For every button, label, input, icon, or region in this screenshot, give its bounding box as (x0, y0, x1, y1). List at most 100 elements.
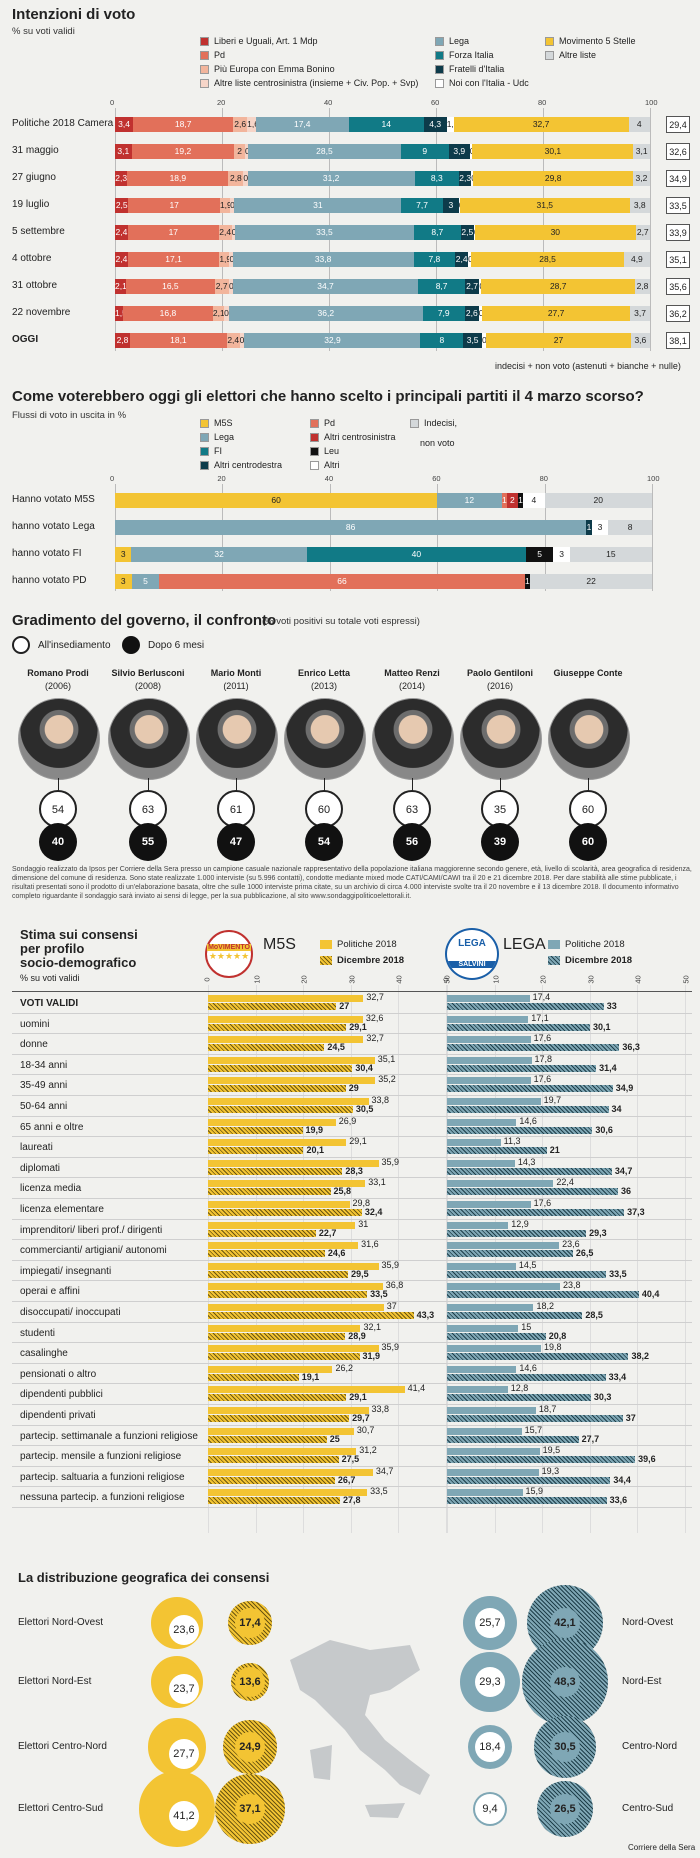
pm-name: Matteo Renzi (384, 668, 440, 678)
pm-connector (500, 778, 501, 798)
lega-2018-bar (447, 1159, 515, 1167)
m5s-2018-bar (208, 1386, 405, 1394)
m5s-dec-bar (208, 1003, 337, 1010)
m5s-2018-value: 34,7 (375, 1465, 394, 1476)
s1-legend-label: Altre liste (559, 50, 597, 60)
m5s-dec-bar (208, 1209, 362, 1216)
s1-legend-swatch (435, 78, 444, 88)
s2-gridline (544, 484, 546, 591)
s1-bar-segment: 2,4 (115, 252, 128, 267)
m5s-logo-text: MoVIMENTO (207, 944, 251, 951)
s1-legend-label: Altre liste centrosinistra (insieme + Ci… (214, 78, 419, 88)
s4-row-label: partecip. settimanale a funzioni religio… (20, 1430, 198, 1442)
s2-bar-segment: 8 (608, 520, 652, 535)
m5s-dec-value: 19,1 (301, 1371, 320, 1382)
lega-dec-bar (447, 1147, 547, 1155)
lega-dec-circle: 26,5 (537, 1781, 593, 1837)
lega-dec-circle-value: 42,1 (549, 1607, 580, 1638)
lega-dec-value: 34,9 (615, 1083, 634, 1094)
s2-row-label: hanno votato Lega (12, 521, 95, 532)
m5s-dec-value: 24,5 (327, 1042, 345, 1053)
s4-row-rule (12, 1012, 692, 1014)
m5s-dec-bar (208, 1497, 341, 1505)
s1-side-value: 29,4 (666, 116, 690, 133)
s1-legend-item: Noi con l'Italia - Udc (435, 78, 529, 88)
m5s-2018-value: 32,6 (365, 1012, 384, 1023)
lega-dec-value: 21 (549, 1145, 560, 1156)
m5s-2018-value: 41,4 (407, 1383, 426, 1394)
lega-dec-value: 30,6 (595, 1124, 613, 1135)
s1-bar-segment: 0,6 (229, 252, 233, 267)
s1-tick-label: 80 (538, 98, 547, 107)
s4-gridline (445, 985, 447, 1533)
geo-right-label: Nord-Ovest (622, 1617, 674, 1628)
m5s-2018-value: 32,7 (366, 992, 384, 1002)
lega-dec-bar (447, 1394, 591, 1402)
s1-legend-label: Fratelli d'Italia (449, 64, 505, 74)
s4-row-label: 18-34 anni (20, 1059, 68, 1071)
s2-legend-label: FI (214, 446, 222, 456)
lega-dec-circle-value: 30,5 (549, 1731, 580, 1762)
lega-dec-value: 28,5 (585, 1310, 603, 1320)
lega-dec-bar (447, 1188, 618, 1196)
m5s-2018-value: 31 (358, 1218, 369, 1229)
m5s-dec-bar (208, 1106, 353, 1113)
s2-bar-segment: 2 (507, 493, 518, 508)
s1-legend-label: Movimento 5 Stelle (559, 36, 636, 46)
geo-left-label: Elettori Nord-Est (18, 1676, 92, 1687)
s1-bar-segment: 18,7 (133, 117, 234, 132)
m5s-2018-bar (208, 1448, 357, 1456)
s2-tick-label: 20 (217, 474, 226, 483)
m5s-2018-bar (208, 1262, 379, 1270)
s4-gridline (684, 985, 686, 1533)
s1-bar-segment: 0,4 (479, 279, 482, 294)
lega-2018-value: 19,5 (542, 1445, 561, 1456)
m5s-dec-value: 27,5 (341, 1454, 360, 1465)
m5s-2018-bar (208, 1201, 350, 1208)
s1-bar-segment: 2,8 (228, 171, 244, 186)
s2-legend-item: Pd (310, 418, 335, 428)
lega-2018-bar (447, 1324, 519, 1332)
lega-2018-bar (447, 1345, 542, 1353)
s1-legend-label: Liberi e Uguali, Art. 1 Mdp (214, 36, 318, 46)
s2-bar-segment: 15 (569, 547, 652, 562)
m5s-dec-bar (208, 1394, 347, 1402)
s1-bar-segment: 14 (348, 117, 424, 132)
m5s-2018-value: 35,9 (381, 1259, 400, 1270)
m5s-2018-value: 36,8 (385, 1280, 404, 1291)
s1-gridline (650, 108, 651, 351)
s2-legend-item: Altri centrodestra (200, 460, 282, 470)
lega-2018-value: 14,6 (519, 1362, 537, 1373)
s1-bar-segment: 3 (442, 198, 459, 213)
m5s-dec-value: 29 (348, 1083, 359, 1094)
s1-legend-item: Forza Italia (435, 50, 494, 60)
pm-end-value: 56 (393, 823, 431, 861)
s4-row-rule (12, 1507, 692, 1508)
m5s-2018-bar (208, 1489, 368, 1497)
s4-tick-label: 50 (442, 975, 452, 984)
s2-tick-label: 100 (647, 474, 660, 483)
s4-gridline (589, 985, 591, 1533)
s4-gridline (542, 985, 543, 1533)
lega-2018-value: 15,9 (525, 1486, 544, 1497)
s2-legend-item: Altri centrosinistra (310, 432, 396, 442)
s1-legend-swatch (200, 36, 209, 46)
s3-subtitle: (% voti positivi su totale voti espressi… (262, 616, 420, 627)
m5s-dec-circle-value: 37,1 (234, 1793, 265, 1824)
lega-2018-value: 19,3 (541, 1465, 560, 1476)
s2-title: Come voterebbero oggi gli elettori che h… (12, 388, 644, 405)
s4-row-rule (12, 1486, 692, 1488)
m5s-2018-value: 35,2 (378, 1074, 396, 1085)
lega-2018-circle-value: 25,7 (474, 1607, 505, 1638)
lega-2018-bar (447, 1180, 554, 1188)
s4-tick-label: 20 (538, 975, 548, 984)
s1-bar-segment: 2,1 (115, 279, 127, 294)
lega-2018-value: 23,8 (563, 1280, 581, 1291)
s4-row-label: impiegati/ insegnanti (20, 1265, 112, 1277)
s1-side-value: 36,2 (666, 305, 690, 322)
lega-2018-bar (447, 1139, 501, 1147)
m5s-2018-bar (208, 1056, 375, 1064)
lega-2018-bar (447, 1036, 531, 1044)
s2-row-label: hanno votato PD (12, 575, 87, 586)
pm-year: (2006) (44, 681, 71, 691)
